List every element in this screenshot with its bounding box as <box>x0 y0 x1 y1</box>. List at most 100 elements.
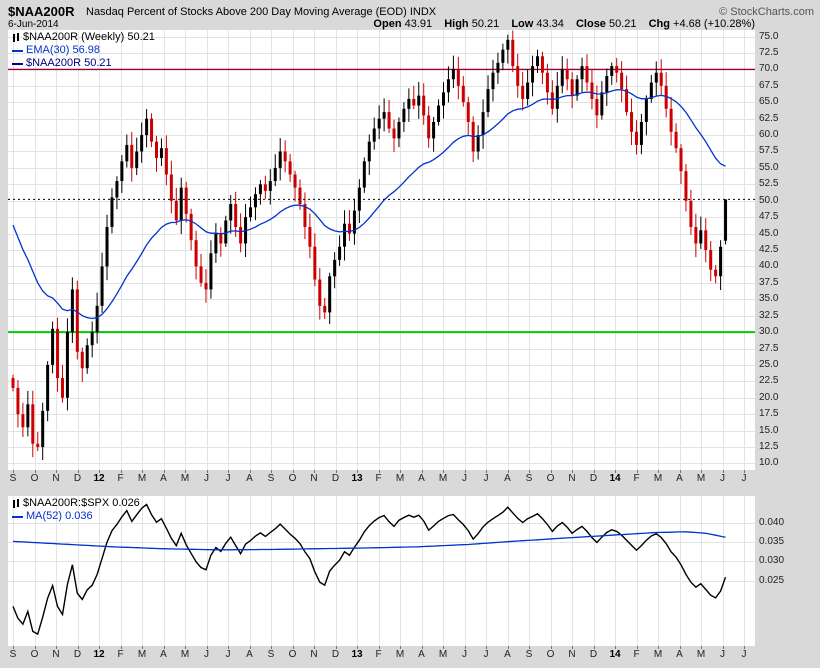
candle-body <box>600 92 604 116</box>
candle-body <box>694 227 698 244</box>
candle-body <box>16 387 20 415</box>
candle-body <box>714 269 718 277</box>
candle-body <box>610 66 614 76</box>
candle-body <box>80 351 84 369</box>
main-chart-legend: $NAA200R (Weekly) 50.21 EMA(30) 56.98 $N… <box>12 31 155 70</box>
candle-body <box>679 148 683 172</box>
candle-body <box>382 112 386 119</box>
candle-body <box>338 246 342 260</box>
candle-body <box>60 378 64 398</box>
candle-body <box>125 144 129 162</box>
candle-body <box>649 82 653 99</box>
candle-body <box>476 135 480 152</box>
candle-body <box>95 305 99 333</box>
candle-body <box>570 79 574 96</box>
candle-body <box>516 66 520 86</box>
candle-body <box>555 85 559 109</box>
candle-body <box>362 161 366 188</box>
candle-body <box>288 161 292 175</box>
candle-body <box>491 72 495 90</box>
candle-body <box>709 250 713 270</box>
candle-body <box>214 233 218 254</box>
candle-body <box>521 85 525 99</box>
candle-body <box>347 223 351 234</box>
candle-body <box>565 69 569 80</box>
candle-body <box>407 98 411 109</box>
candle-body <box>625 89 629 113</box>
candle-body <box>105 227 109 267</box>
last-value-legend: $NAA200R 50.21 <box>26 57 112 69</box>
candle-body <box>46 364 50 411</box>
chg-label: Chg <box>648 18 670 30</box>
candle-body <box>387 112 391 129</box>
open-label: Open <box>373 18 402 30</box>
candle-body <box>154 141 158 159</box>
chart-title: Nasdaq Percent of Stocks Above 200 Day M… <box>86 6 437 18</box>
candle-body <box>75 289 79 352</box>
candle-body <box>145 118 149 136</box>
candle-body <box>511 39 515 67</box>
candle-body <box>367 141 371 162</box>
candle-body <box>575 79 579 96</box>
candle-body <box>446 79 450 93</box>
candle-body <box>174 200 178 221</box>
candle-body <box>595 98 599 116</box>
candle-body <box>333 259 337 277</box>
candle-body <box>303 204 307 228</box>
candle-body <box>26 404 30 428</box>
last-value-swatch <box>12 62 23 65</box>
candle-body <box>540 56 544 73</box>
candle-body <box>486 89 490 113</box>
candle-body <box>620 72 624 90</box>
candle-body <box>110 197 114 228</box>
line-chart-icon <box>12 499 20 508</box>
chart-date: 6-Jun-2014 <box>8 19 59 30</box>
candle-body <box>204 282 208 290</box>
candle-body <box>263 184 267 191</box>
main-series-legend: $NAA200R (Weekly) 50.21 <box>23 31 155 43</box>
candle-body <box>278 151 282 168</box>
candle-body <box>194 240 198 267</box>
quote-line: Open 43.91 High 50.21 Low 43.34 Close 50… <box>373 18 755 30</box>
candle-body <box>229 204 233 221</box>
candle-body <box>65 332 69 398</box>
candle-body <box>526 82 530 99</box>
candle-body <box>209 253 213 290</box>
low-value: 43.34 <box>536 18 564 30</box>
candle-body <box>456 69 460 86</box>
close-value: 50.21 <box>609 18 637 30</box>
candle-body <box>51 328 55 365</box>
candle-body <box>437 105 441 122</box>
candle-body <box>135 151 139 168</box>
candle-body <box>343 223 347 247</box>
candle-body <box>545 72 549 93</box>
horizontal-gridlines <box>8 37 755 582</box>
candle-body <box>719 246 723 277</box>
price-candles <box>11 30 728 460</box>
candle-body <box>432 121 436 139</box>
candle-body <box>56 328 60 379</box>
candle-body <box>639 121 643 145</box>
ema-legend: EMA(30) 56.98 <box>26 44 100 56</box>
ma52-line <box>12 531 726 551</box>
ema-line <box>12 89 726 320</box>
candle-body <box>11 378 15 388</box>
candle-body <box>85 345 89 369</box>
candle-body <box>427 115 431 139</box>
candle-body <box>328 276 332 313</box>
candle-body <box>417 95 421 106</box>
candle-body <box>318 279 322 306</box>
candle-body <box>140 135 144 152</box>
month-ticks <box>13 470 745 649</box>
candle-body <box>506 39 510 50</box>
candle-body <box>372 128 376 142</box>
candle-body <box>21 414 25 428</box>
candle-body <box>41 410 45 448</box>
candle-body <box>615 66 619 73</box>
candle-body <box>422 95 426 116</box>
candle-body <box>323 305 327 313</box>
candle-body <box>70 289 74 333</box>
candle-body <box>674 131 678 149</box>
